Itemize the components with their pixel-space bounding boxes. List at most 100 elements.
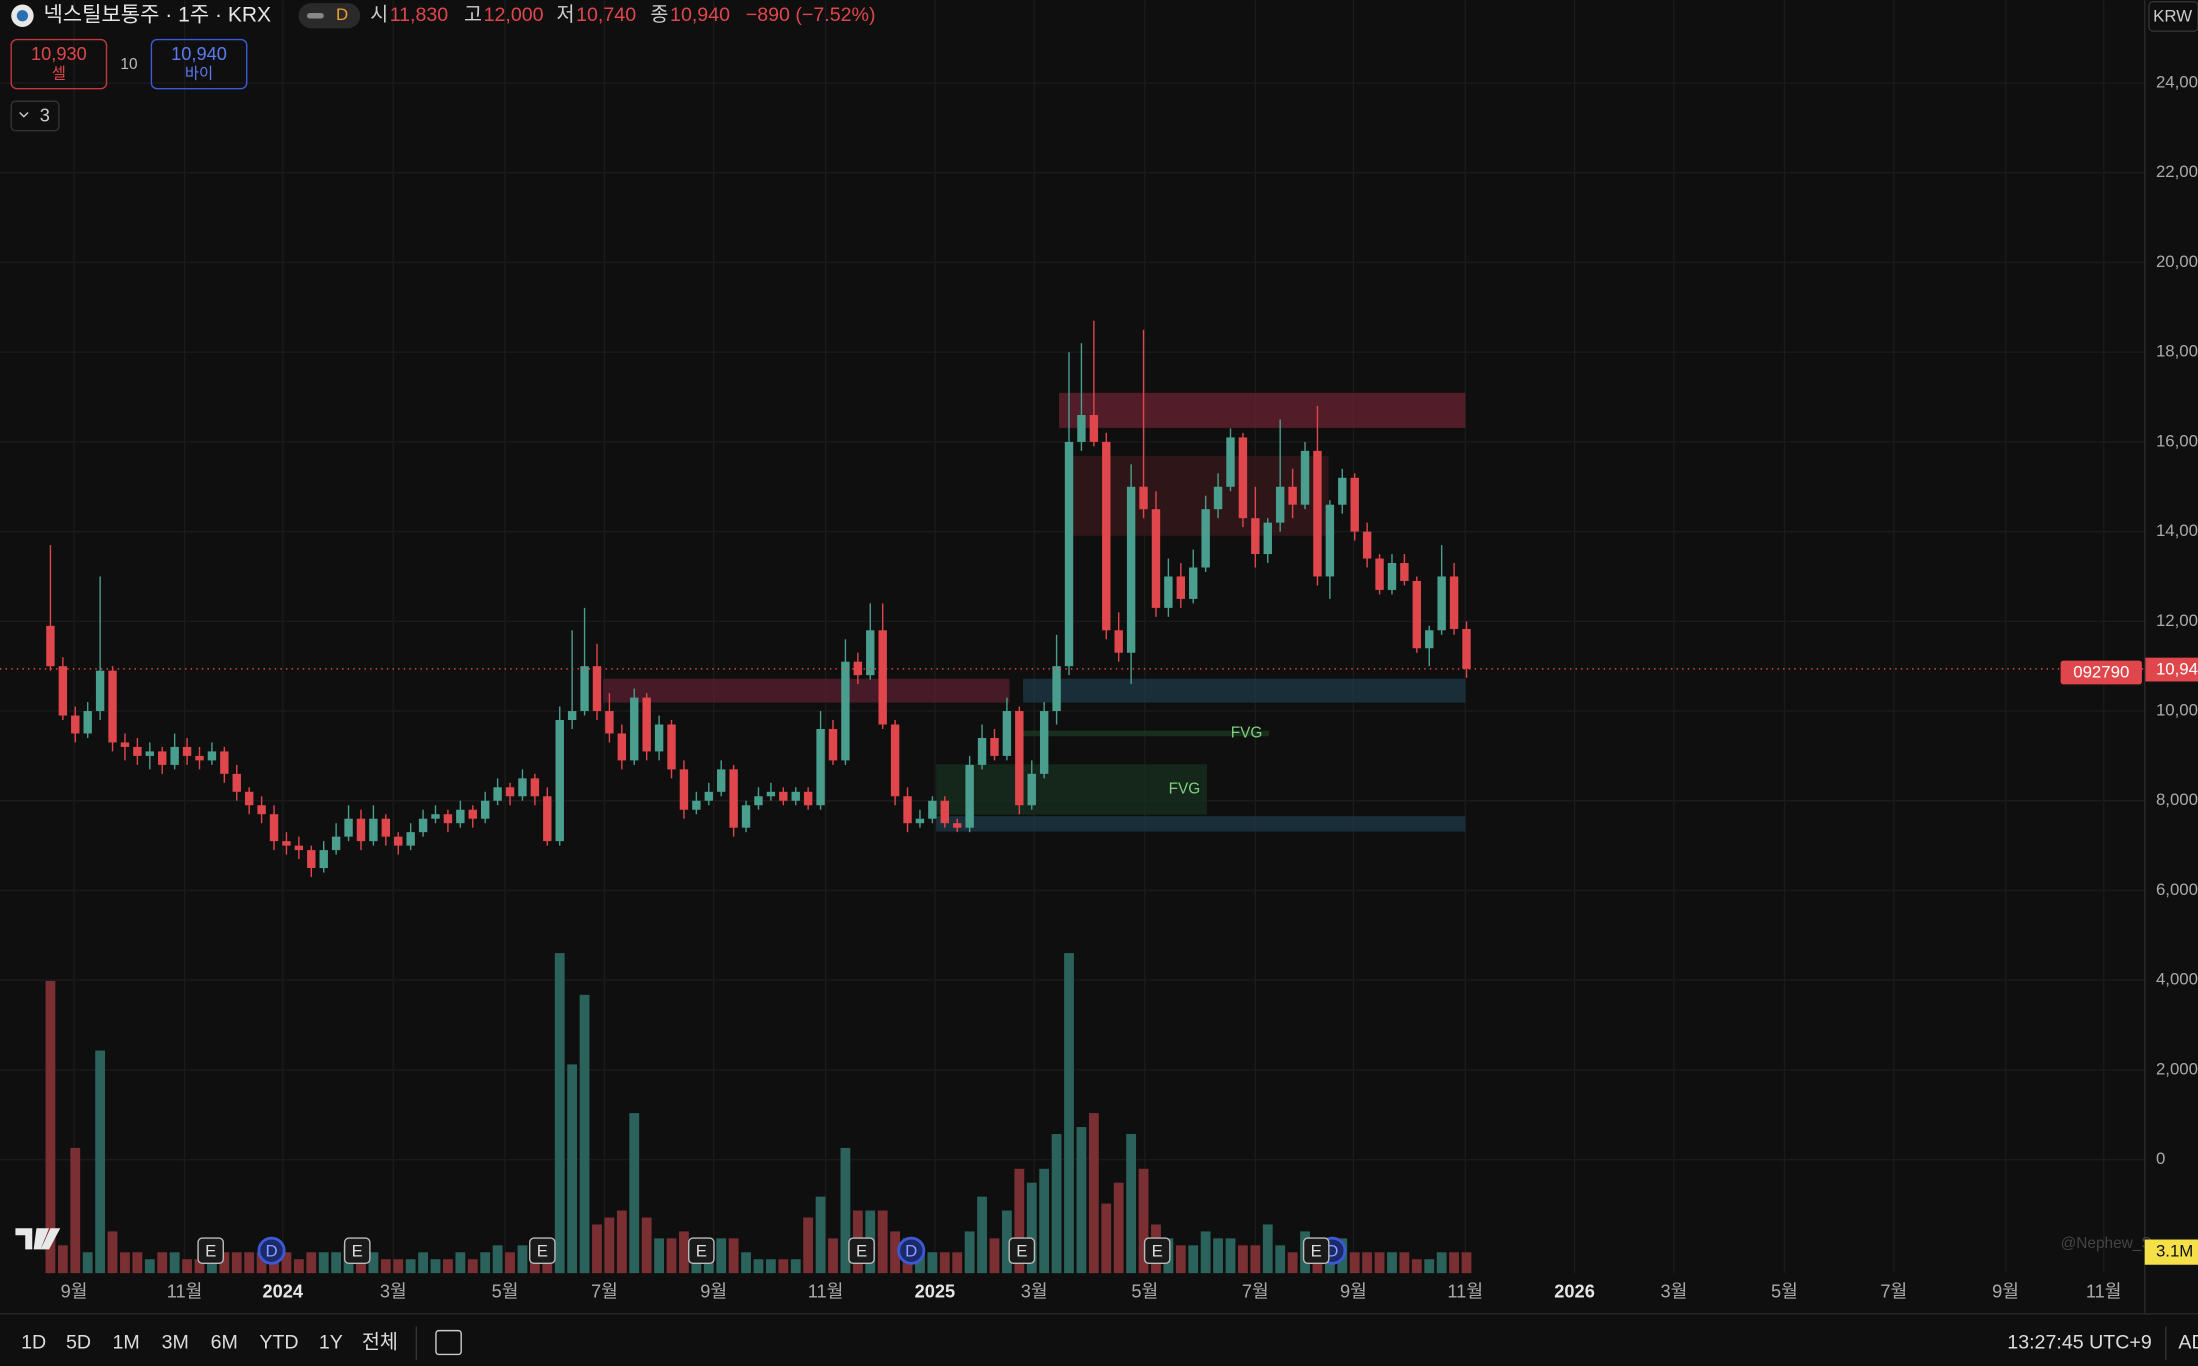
volume-bar xyxy=(1200,1231,1211,1274)
candle-body xyxy=(766,791,776,797)
y-tick-label: 8,000 xyxy=(2156,790,2198,809)
range-button[interactable]: YTD xyxy=(259,1331,298,1353)
volume-bar xyxy=(1039,1168,1050,1274)
range-button[interactable]: 3M xyxy=(162,1331,189,1353)
buy-label: 바이 xyxy=(185,65,213,83)
volume-bar xyxy=(1113,1182,1124,1274)
volume-bar xyxy=(455,1252,466,1274)
badge: D xyxy=(336,5,348,24)
candle-body xyxy=(1027,773,1036,806)
x-tick-label: 9월 xyxy=(1340,1282,1367,1302)
range-button[interactable]: 1Y xyxy=(319,1331,343,1353)
candle-body xyxy=(890,724,900,797)
candle-body xyxy=(903,796,912,824)
volume-bar xyxy=(1262,1224,1273,1274)
ohlc-value: 10,940 xyxy=(670,4,730,26)
candle-body xyxy=(965,764,974,828)
sell-button[interactable] xyxy=(10,38,108,90)
volume-bar xyxy=(467,1259,478,1274)
spread: 10 xyxy=(120,56,137,73)
ohlc-label: 고 xyxy=(464,4,482,26)
volume-bar xyxy=(256,1252,267,1274)
candle-body xyxy=(182,746,192,756)
ohlc-value: 11,830 xyxy=(390,4,449,26)
volume-bar xyxy=(1064,953,1074,1274)
volume-bar xyxy=(741,1252,751,1274)
range-button[interactable]: 1M xyxy=(113,1331,140,1353)
indicator-toggle[interactable] xyxy=(10,100,60,132)
volume-bar xyxy=(169,1252,180,1274)
candle-body xyxy=(71,715,80,734)
volume-bar xyxy=(244,1252,255,1274)
volume-label: 3.1M xyxy=(2156,1242,2193,1261)
volume-bar xyxy=(443,1259,453,1274)
candle-body xyxy=(605,711,614,734)
volume-bar xyxy=(1101,1203,1112,1274)
volume-bar xyxy=(1138,1168,1149,1274)
date-range-icon[interactable] xyxy=(435,1329,462,1356)
volume-bar xyxy=(318,1252,329,1274)
range-button[interactable]: 5D xyxy=(66,1331,91,1353)
event-label: E xyxy=(205,1242,216,1261)
volume-bar xyxy=(567,1064,578,1274)
volume-bar xyxy=(430,1259,441,1274)
volume-bar xyxy=(1374,1252,1385,1274)
y-tick-label: 14,000 xyxy=(2156,521,2198,540)
chevron xyxy=(19,111,29,118)
range-button[interactable]: 6M xyxy=(211,1331,238,1353)
volume-bar xyxy=(790,1259,801,1274)
volume-bar xyxy=(1250,1245,1261,1274)
volume-bar xyxy=(505,1252,515,1274)
volume-bar xyxy=(57,1245,68,1274)
volume-bar xyxy=(1188,1245,1199,1274)
event-label: E xyxy=(1311,1242,1322,1261)
currency-box[interactable] xyxy=(2148,1,2198,32)
adjust[interactable]: AD xyxy=(2178,1331,2198,1353)
volume-bar xyxy=(1436,1252,1447,1274)
volume-bar xyxy=(629,1113,640,1274)
event-label: E xyxy=(537,1242,548,1261)
volume-bar xyxy=(405,1259,416,1274)
event-marker xyxy=(343,1237,371,1265)
volume-bar xyxy=(1275,1245,1286,1274)
symbol-code: 092790 xyxy=(2073,663,2129,682)
candle-body xyxy=(158,751,167,765)
volume-bar xyxy=(1424,1259,1435,1274)
volume-bar xyxy=(1362,1252,1373,1274)
buy-price: 10,940 xyxy=(171,44,227,64)
candle-body xyxy=(1251,518,1260,555)
candle-body xyxy=(953,823,962,828)
range-button[interactable]: 1D xyxy=(21,1331,46,1353)
candle-body xyxy=(592,666,602,712)
candle-body xyxy=(170,746,179,765)
volume-bar xyxy=(1399,1252,1410,1274)
buy-button[interactable] xyxy=(150,38,248,90)
candle-body xyxy=(940,800,950,824)
candle-body xyxy=(95,670,105,712)
volume-bar xyxy=(306,1252,317,1274)
candle-body xyxy=(1201,509,1210,568)
volume-bar xyxy=(120,1252,130,1274)
event-label: D xyxy=(265,1242,277,1261)
volume-bar xyxy=(828,1238,838,1274)
volume-bar xyxy=(641,1217,652,1274)
volume-bar xyxy=(952,1252,963,1274)
y-tick-label: 18,000 xyxy=(2156,342,2198,361)
candle-body xyxy=(866,630,875,676)
candle-body xyxy=(120,742,130,747)
candle-body xyxy=(493,787,502,801)
volume-bar xyxy=(492,1245,503,1274)
event-label: E xyxy=(1152,1242,1163,1261)
volume-bar xyxy=(890,1231,901,1274)
x-tick-label: 11월 xyxy=(2086,1282,2122,1302)
range-button[interactable]: 전체 xyxy=(362,1331,398,1353)
volume-bar xyxy=(927,1252,938,1274)
candle-body xyxy=(716,769,726,792)
candle-body xyxy=(915,818,925,824)
volume-bar xyxy=(82,1252,93,1274)
candle-body xyxy=(1176,576,1186,599)
candle-body xyxy=(207,751,217,761)
candle-body xyxy=(1213,486,1223,510)
volume-bar xyxy=(393,1259,404,1274)
candle-body xyxy=(108,670,117,743)
